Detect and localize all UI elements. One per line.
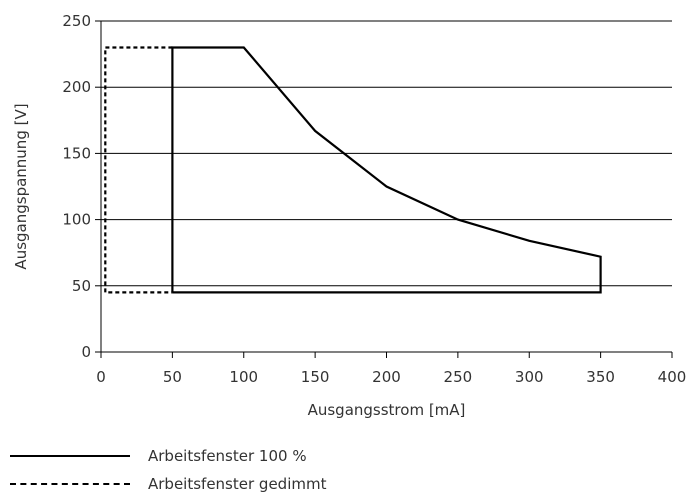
- y-tick-label-150: 150: [62, 144, 91, 162]
- x-axis-label: Ausgangsstrom [mA]: [308, 401, 466, 419]
- x-tick-label-200: 200: [372, 368, 401, 386]
- y-tick-label-100: 100: [62, 211, 91, 229]
- y-tick-label-250: 250: [62, 12, 91, 30]
- y-tick-label-200: 200: [62, 78, 91, 96]
- legend-solid-line-swatch: [10, 455, 130, 457]
- legend: Arbeitsfenster 100 %: [10, 444, 410, 468]
- x-tick-label-50: 50: [163, 368, 182, 386]
- legend-2: Arbeitsfenster gedimmt: [10, 472, 410, 496]
- series-line-gedimmt: [104, 46, 173, 294]
- tick-labels: 0 50 100 150 200 250 0 50 100 150 200 250 300 350 400: [62, 12, 686, 386]
- y-tick-label-50: 50: [72, 277, 91, 295]
- x-tick-label-100: 100: [229, 368, 258, 386]
- x-tick-label-350: 350: [586, 368, 615, 386]
- legend-entry-solid: Arbeitsfenster 100 %: [10, 444, 410, 468]
- x-tick-label-250: 250: [444, 368, 473, 386]
- legend-dashed-line-swatch: [10, 483, 130, 485]
- series-line-100: [171, 46, 602, 294]
- x-tick-label-400: 400: [658, 368, 687, 386]
- gridlines: [101, 20, 672, 287]
- axes: [95, 20, 673, 358]
- legend-label-solid: Arbeitsfenster 100 %: [148, 447, 307, 465]
- y-tick-label-0: 0: [81, 343, 91, 361]
- y-axis-label: Ausgangspannung [V]: [12, 103, 30, 269]
- legend-label-dashed: Arbeitsfenster gedimmt: [148, 475, 327, 493]
- legend-entry-dashed: Arbeitsfenster gedimmt: [10, 472, 410, 496]
- x-tick-label-300: 300: [515, 368, 544, 386]
- x-tick-label-150: 150: [301, 368, 330, 386]
- series-layer: [104, 46, 602, 294]
- x-tick-label-0: 0: [96, 368, 106, 386]
